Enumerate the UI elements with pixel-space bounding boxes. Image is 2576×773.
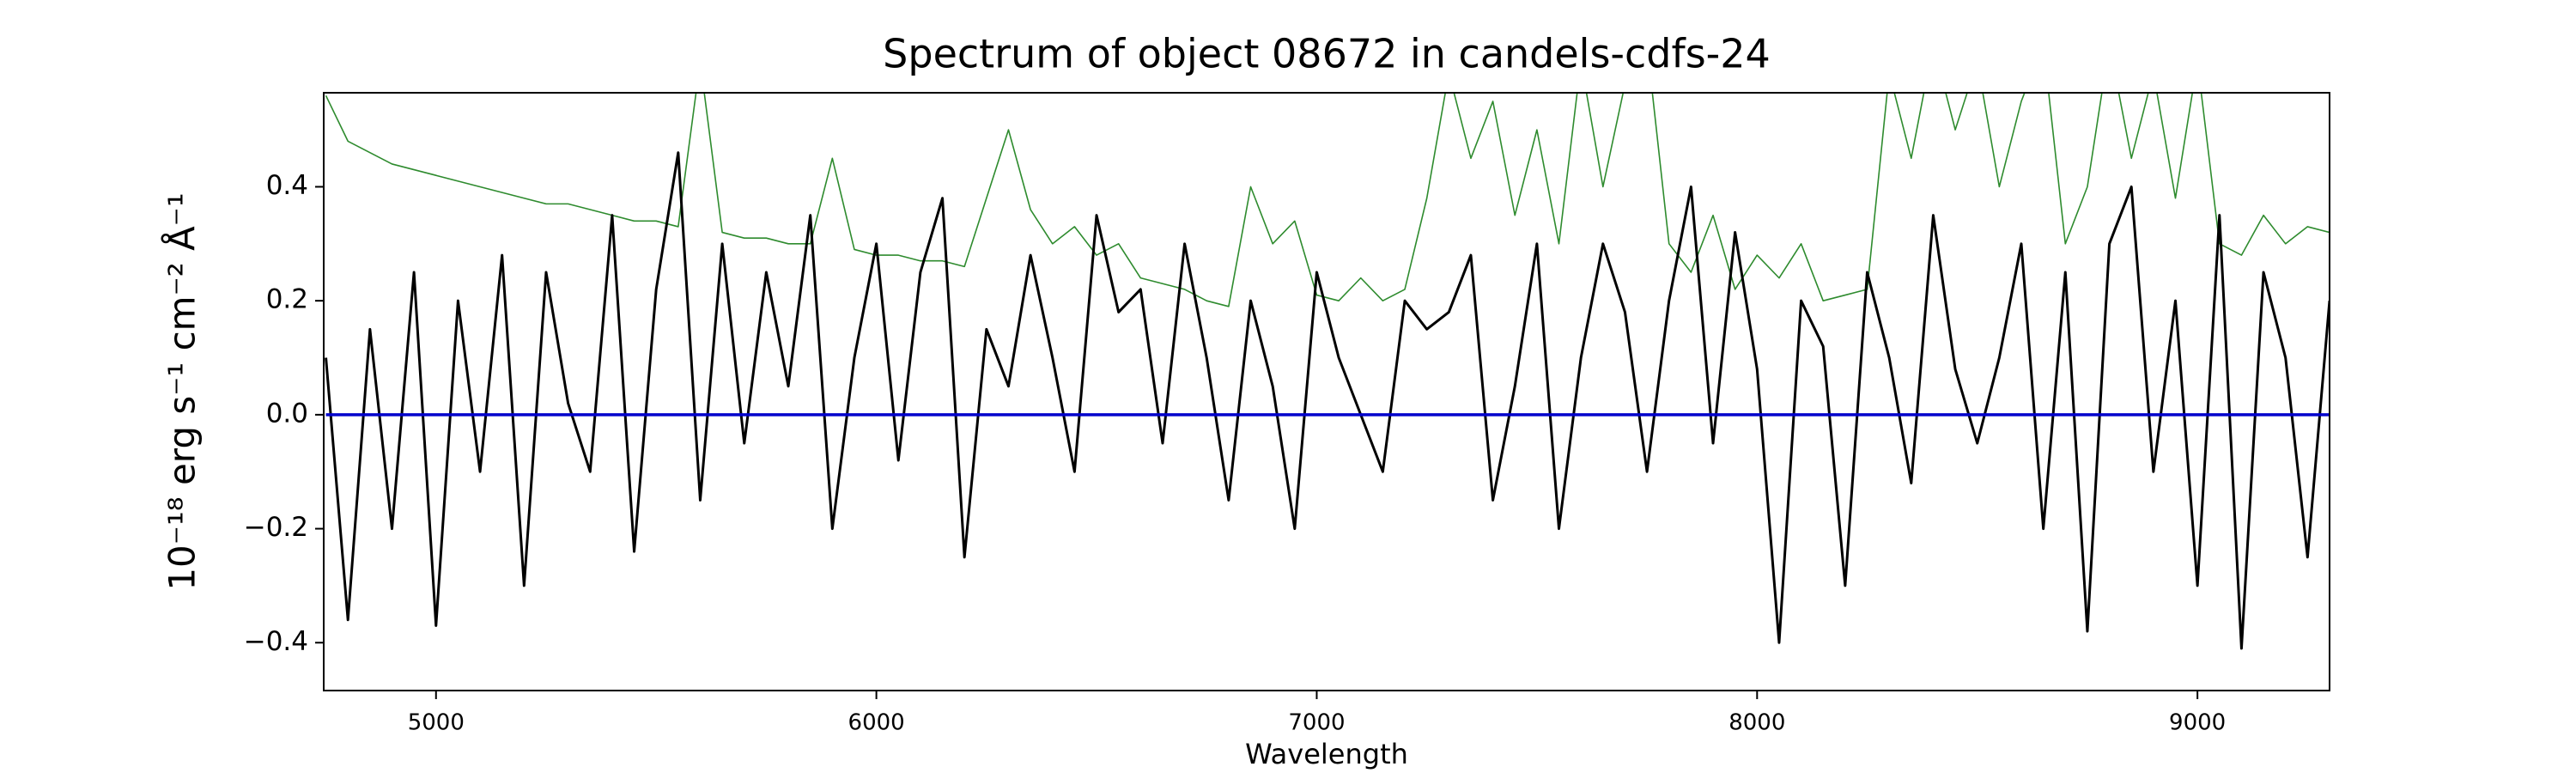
x-tick-label: 9000 (2169, 710, 2226, 736)
y-tick-label: 0.2 (266, 284, 308, 315)
x-tick-label: 7000 (1288, 710, 1345, 736)
y-tick-label: −0.4 (244, 626, 308, 657)
series-line (325, 93, 2330, 307)
x-tick-label: 8000 (1728, 710, 1785, 736)
y-tick-label: 0.4 (266, 170, 308, 201)
y-tick-label: −0.2 (244, 512, 308, 543)
plot-area (325, 93, 2330, 650)
y-tick-label: 0.0 (266, 398, 308, 429)
chart-title: Spectrum of object 08672 in candels-cdfs… (883, 31, 1771, 77)
x-axis-label: Wavelength (1245, 738, 1408, 770)
x-tick-label: 6000 (848, 710, 905, 736)
x-tick-label: 5000 (408, 710, 465, 736)
y-axis-label: 10⁻¹⁸ erg s⁻¹ cm⁻² Å⁻¹ (161, 192, 204, 590)
axes-frame (323, 92, 2330, 691)
series-line (325, 151, 2330, 650)
